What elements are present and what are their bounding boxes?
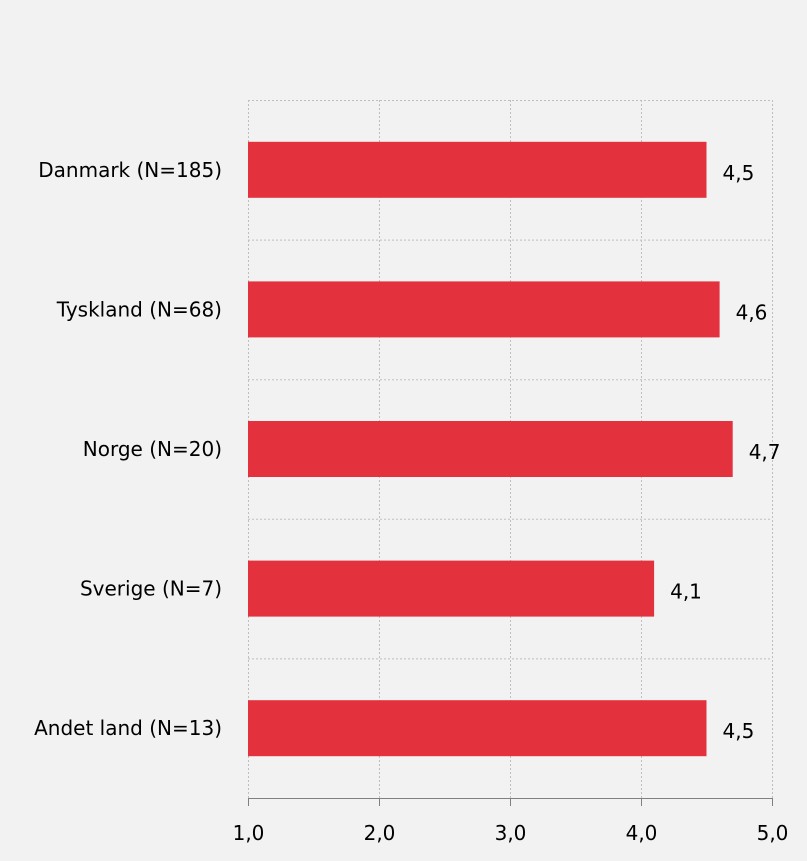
data-label-2: 4,7 (749, 440, 781, 464)
data-label-0: 4,5 (723, 161, 755, 185)
x-tick-label-4: 5,0 (757, 821, 789, 845)
bar-2 (248, 421, 733, 477)
x-tick-label-0: 1,0 (233, 821, 265, 845)
bars (248, 141, 733, 757)
gridlines (248, 100, 773, 798)
category-label-2: Norge (N=20) (83, 437, 222, 461)
data-label-1: 4,6 (736, 300, 768, 324)
data-label-4: 4,5 (723, 719, 755, 743)
data-labels: 4,5 4,6 4,7 4,1 4,5 (670, 161, 780, 743)
x-axis: 1,0 2,0 3,0 4,0 5,0 (233, 798, 789, 845)
category-label-1: Tyskland (N=68) (56, 297, 222, 321)
bar-4 (248, 700, 707, 757)
category-label-4: Andet land (N=13) (34, 716, 222, 740)
x-tick-label-2: 3,0 (495, 821, 527, 845)
bar-3 (248, 560, 655, 617)
category-label-0: Danmark (N=185) (38, 158, 222, 182)
bar-1 (248, 281, 720, 338)
bar-0 (248, 141, 707, 198)
category-label-3: Sverige (N=7) (80, 577, 222, 601)
x-tick-label-3: 4,0 (626, 821, 658, 845)
category-labels: Danmark (N=185) Tyskland (N=68) Norge (N=2… (34, 158, 222, 740)
x-tick-label-1: 2,0 (364, 821, 396, 845)
data-label-3: 4,1 (670, 580, 702, 604)
